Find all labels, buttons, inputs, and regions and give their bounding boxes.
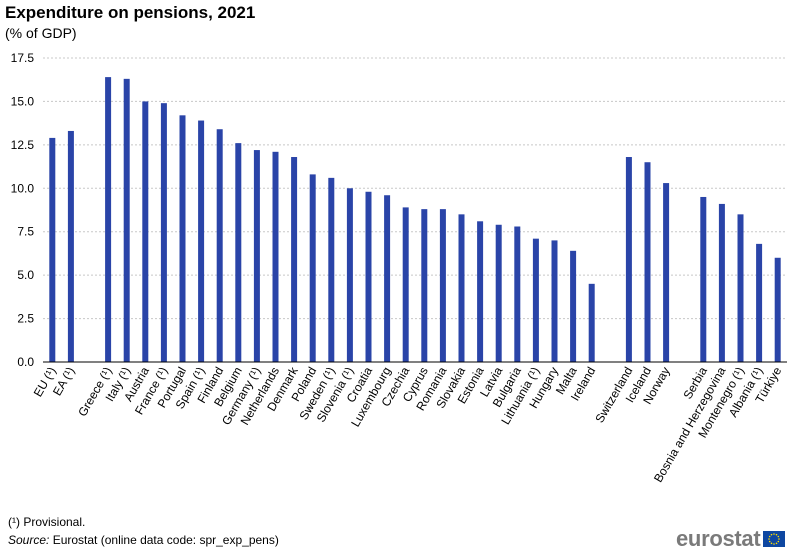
flag-star [777, 540, 780, 543]
bar [328, 177, 335, 362]
flag-star [771, 533, 773, 536]
bar [402, 207, 409, 362]
bar [439, 209, 446, 362]
source-note: Source: Eurostat (online data code: spr_… [8, 533, 279, 547]
bar [179, 115, 186, 362]
source-text: Eurostat (online data code: spr_exp_pens… [52, 533, 279, 547]
y-tick-label: 12.5 [11, 138, 35, 152]
bar [123, 78, 130, 363]
bar [67, 130, 74, 362]
bar [198, 120, 205, 362]
bar [477, 221, 484, 362]
flag-star [778, 538, 781, 540]
bar [384, 195, 391, 362]
chart-title: Expenditure on pensions, 2021 [5, 3, 256, 22]
bar [551, 240, 558, 362]
eu-flag-icon [763, 531, 786, 547]
bar [495, 224, 502, 362]
bar [160, 103, 167, 362]
y-tick-label: 5.0 [17, 268, 34, 282]
bar [365, 191, 372, 362]
flag-star [768, 538, 771, 540]
bar [421, 209, 428, 362]
bar [105, 77, 112, 362]
flag-star [771, 542, 773, 545]
y-tick-label: 2.5 [17, 312, 34, 326]
y-tick-label: 17.5 [11, 51, 35, 65]
logo-text: eurostat [676, 526, 761, 551]
bar [737, 214, 744, 362]
bar [774, 257, 781, 362]
flag-star [776, 533, 778, 536]
bar [625, 157, 632, 362]
flag-star [773, 533, 776, 535]
bar [756, 243, 763, 362]
flag-star [773, 543, 776, 545]
chart-subtitle: (% of GDP) [5, 25, 77, 41]
bar [532, 238, 539, 362]
bar [663, 183, 670, 362]
bar [272, 151, 279, 362]
flag-star [776, 542, 778, 545]
bar [216, 129, 223, 362]
y-axis-tick-labels: 0.0 2.5 5.0 7.5 10.0 12.5 15.0 17.5 [11, 51, 35, 369]
bar [235, 143, 242, 362]
bar [49, 137, 56, 362]
bar [700, 196, 707, 362]
flag-star [777, 535, 780, 538]
footnote: (¹) Provisional. [8, 515, 86, 529]
flag-star [769, 540, 771, 543]
bar [346, 188, 353, 362]
bar [142, 101, 149, 362]
y-tick-label: 15.0 [11, 94, 35, 108]
bar [588, 283, 595, 362]
bars [49, 77, 781, 363]
bar [309, 174, 316, 362]
bar [718, 203, 725, 362]
bar [253, 150, 260, 362]
bar [570, 250, 577, 362]
eurostat-logo: eurostat [676, 526, 786, 551]
y-tick-label: 0.0 [17, 355, 34, 369]
bar [291, 157, 298, 362]
bar [514, 226, 521, 362]
bar [644, 162, 651, 362]
source-label: Source: [8, 533, 50, 547]
y-tick-label: 10.0 [11, 181, 35, 195]
bar [458, 214, 465, 362]
x-axis-tick-labels: EU (¹)EA (¹)Greece (¹)Italy (¹)AustriaFr… [31, 364, 785, 485]
flag-star [769, 535, 771, 538]
grid-lines [43, 57, 787, 320]
y-tick-label: 7.5 [17, 225, 34, 239]
